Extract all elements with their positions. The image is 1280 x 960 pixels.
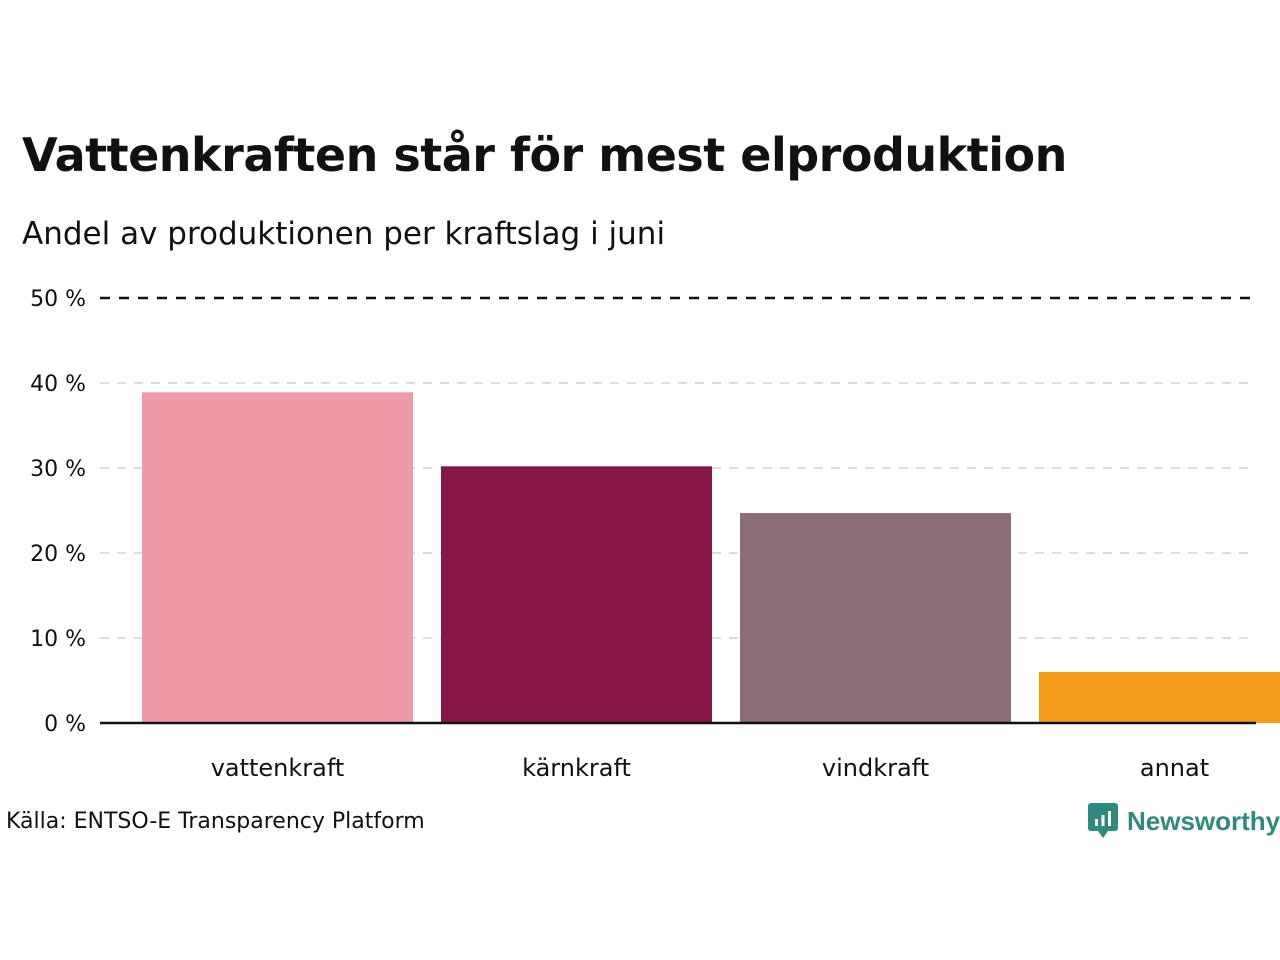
bar-kärnkraft [441, 466, 712, 723]
newsworthy-logo-icon [1088, 803, 1118, 838]
chart-subtitle: Andel av produktionen per kraftslag i ju… [22, 216, 666, 252]
bar-annat [1039, 672, 1280, 723]
newsworthy-logo-text: Newsworthy [1127, 805, 1280, 836]
source-note: Källa: ENTSO-E Transparency Platform [6, 809, 425, 834]
chart-title: Vattenkraften står för mest elproduktion [22, 128, 1067, 182]
y-tick-label: 40 % [30, 372, 86, 397]
x-tick-label: vattenkraft [211, 754, 345, 782]
y-tick-label: 0 % [44, 712, 86, 737]
y-tick-label: 50 % [30, 287, 86, 312]
bar-vattenkraft [142, 392, 413, 723]
y-tick-label: 10 % [30, 627, 86, 652]
newsworthy-logo: Newsworthy [1088, 803, 1280, 839]
y-tick-label: 20 % [30, 542, 86, 567]
x-tick-label: vindkraft [822, 754, 929, 782]
x-tick-label: kärnkraft [522, 754, 631, 782]
x-tick-label: annat [1140, 754, 1209, 782]
y-tick-label: 30 % [30, 457, 86, 482]
bar-vindkraft [740, 513, 1011, 723]
